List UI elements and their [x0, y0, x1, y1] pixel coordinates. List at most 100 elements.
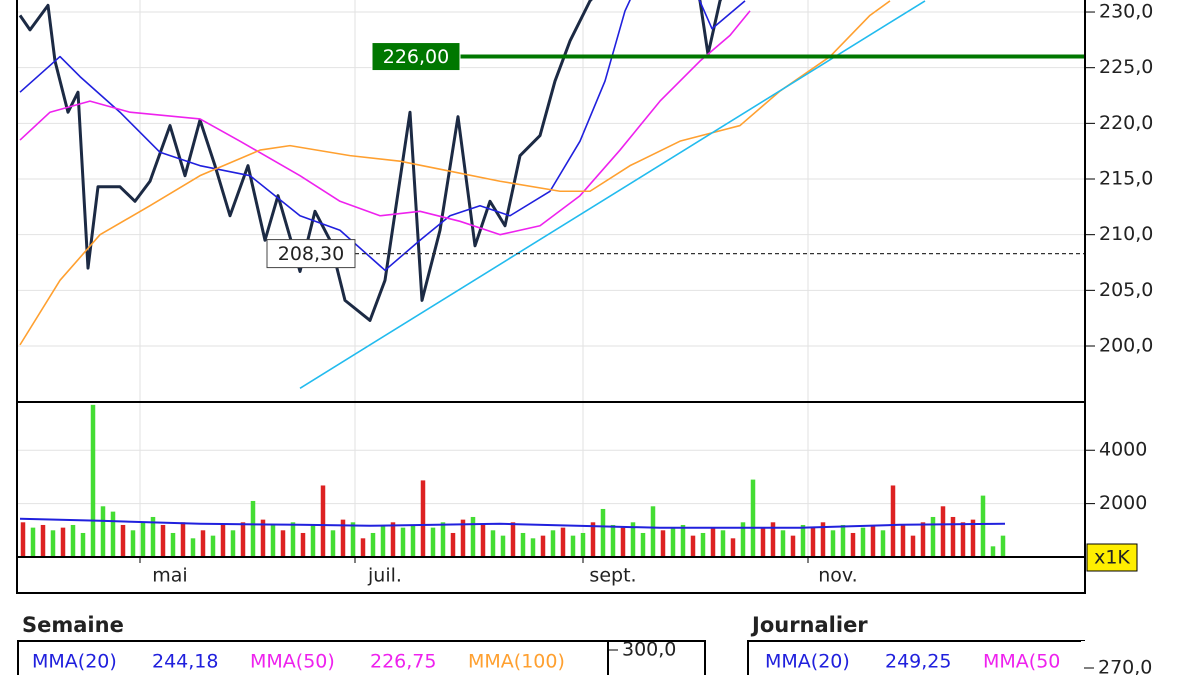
volume-bar [50, 530, 56, 557]
volume-bar [510, 522, 516, 557]
volume-bar [240, 522, 246, 557]
volume-bar [700, 532, 706, 557]
volume-bar [790, 535, 796, 557]
volume-bar [810, 527, 816, 557]
volume-bar [920, 522, 926, 557]
volume-bar [270, 524, 276, 557]
volume-bar [760, 527, 766, 557]
price-panel [18, 0, 926, 389]
legend-item: MMA(20) [32, 651, 117, 673]
volume-bar [310, 524, 316, 557]
volume-bar [100, 506, 106, 557]
volume-bar [440, 522, 446, 557]
volume-bar [180, 522, 186, 557]
volume-bar [890, 485, 896, 557]
volume-bar [60, 527, 66, 557]
volume-bar [460, 519, 466, 557]
volume-bar [990, 546, 996, 557]
volume-bar [150, 516, 156, 557]
level-label-box [371, 42, 461, 72]
volume-bar [500, 535, 506, 557]
price-line [18, 0, 723, 322]
date-frame [16, 556, 1086, 594]
volume-bar [970, 519, 976, 557]
volume-bar [860, 527, 866, 557]
volume-bar [850, 532, 856, 557]
y-tick-label: 230,0 [1099, 1, 1153, 23]
legend-item: 244,18 [152, 651, 218, 673]
weekly-axis-label: 300,0 [622, 639, 676, 661]
volume-bar [650, 506, 656, 557]
legend-item: MMA(50 [983, 651, 1060, 673]
volume-bar [660, 530, 666, 557]
price-line [299, 0, 926, 389]
volume-bar [30, 527, 36, 557]
volume-bar [590, 522, 596, 557]
legend-item: MMA(100) [468, 651, 565, 673]
y-tick-label: 200,0 [1099, 335, 1153, 357]
volume-bar [530, 538, 536, 557]
volume-bar [20, 522, 26, 557]
x-tick-label: juil. [367, 565, 402, 587]
volume-bar [40, 524, 46, 557]
volume-bar [110, 511, 116, 557]
volume-bar [690, 535, 696, 557]
x-tick-label: mai [152, 565, 187, 587]
daily-axis-label: 270,0 [1098, 657, 1152, 675]
volume-bar [960, 522, 966, 557]
volume-bar [490, 530, 496, 557]
volume-bar [670, 527, 676, 557]
volume-bar [870, 524, 876, 557]
volume-bar [430, 527, 436, 557]
volume-bar [380, 524, 386, 557]
price-line [19, 0, 891, 346]
price-frame [16, 0, 1086, 403]
volume-bar [200, 530, 206, 557]
volume-bar [360, 538, 366, 557]
volume-bar [320, 485, 326, 557]
volume-bar [80, 532, 86, 557]
x-tick-label: sept. [589, 565, 636, 587]
volume-bar [570, 535, 576, 557]
legend-item: MMA(50) [250, 651, 335, 673]
overlay-layer: mai juil. sept. nov. 200,0 205,0 210,0 215,0 220… [19, 1, 1153, 587]
volume-bar [160, 524, 166, 557]
volume-bar [630, 522, 636, 557]
volume-bar [600, 508, 606, 557]
daily-title: Journalier [750, 613, 868, 637]
volume-bar [120, 524, 126, 557]
weekly-box [17, 640, 706, 675]
volume-bar [340, 519, 346, 557]
volume-bar [610, 524, 616, 557]
y-tick-label: 2000 [1099, 492, 1147, 514]
volume-bar [1000, 535, 1006, 557]
volume-bar [980, 495, 986, 557]
volume-bar [420, 480, 426, 557]
volume-bar [230, 530, 236, 557]
price-line [19, 0, 746, 272]
volume-bar [280, 530, 286, 557]
volume-bar [250, 500, 256, 557]
volume-ma [19, 517, 1006, 529]
volume-bar [910, 535, 916, 557]
x-tick-label: nov. [818, 565, 857, 587]
volume-bar [450, 532, 456, 557]
volume-bar [740, 522, 746, 557]
volume-bar [720, 530, 726, 557]
weekly-title: Semaine [22, 613, 124, 637]
volume-bar [400, 527, 406, 557]
volume-bar [170, 532, 176, 557]
legend-item: 226,75 [370, 651, 436, 673]
volume-bar [330, 530, 336, 557]
level-label-box [266, 239, 356, 269]
daily-axis-area [1081, 641, 1200, 675]
volume-bar [710, 527, 716, 557]
unit-box [1086, 543, 1138, 572]
volume-bar [830, 530, 836, 557]
volume-bar [140, 522, 146, 557]
volume-bar [370, 532, 376, 557]
volume-bar [220, 524, 226, 557]
volume-bar [780, 530, 786, 557]
volume-bar [840, 524, 846, 557]
